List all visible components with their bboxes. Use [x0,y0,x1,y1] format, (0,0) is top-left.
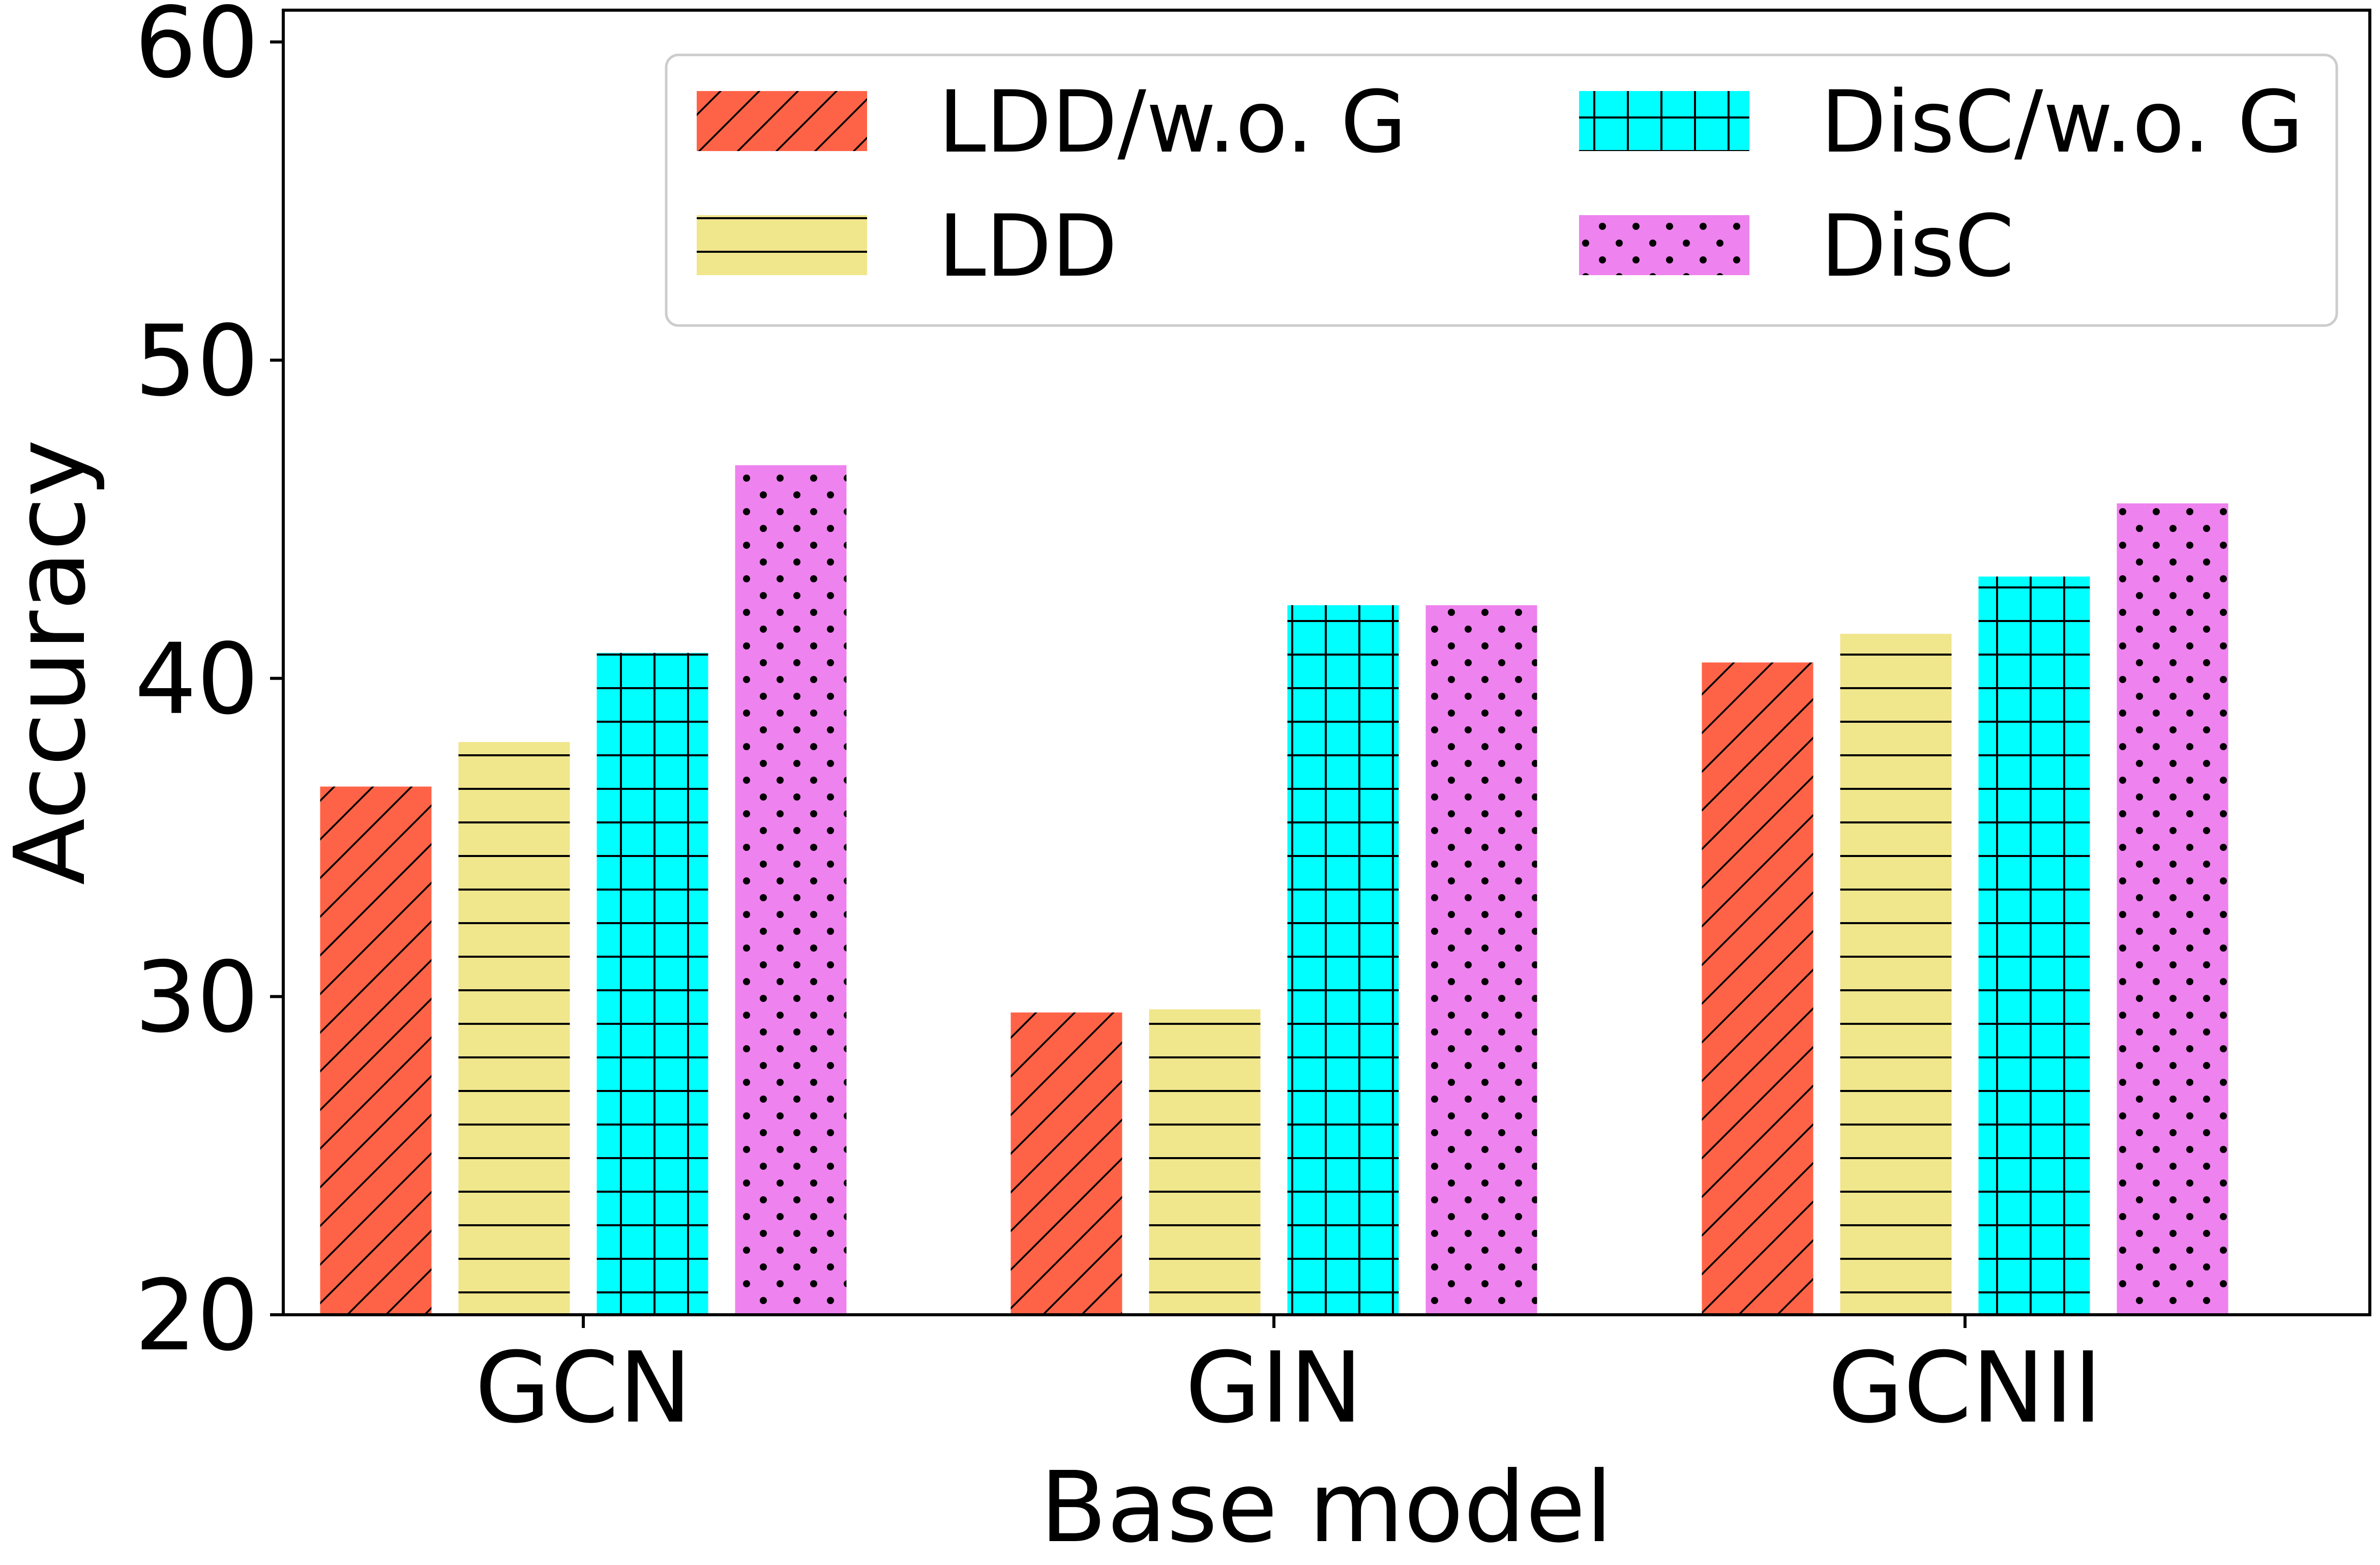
y-tick-label-50: 50 [135,305,259,418]
x-axis-title: Base model [1040,1451,1613,1564]
bar-ldd-w-o-g-gcn [320,786,432,1315]
legend-entry-ldd-w-o-g: LDD/w.o. G [697,72,1407,172]
x-tick-label-gcnii: GCNII [1828,1332,2102,1445]
legend-label-ldd-w-o-g: LDD/w.o. G [938,72,1407,172]
legend-swatch-ldd [697,215,867,275]
bar-disc-w-o-g-gcnii [1978,576,2090,1315]
bar-ldd-gcn [458,742,570,1315]
x-tick-label-gin: GIN [1185,1332,1362,1445]
y-axis: 20 30 40 50 60 [135,0,283,1373]
y-tick-label-20: 20 [135,1259,259,1373]
legend-entry-disc: DisC [1579,196,2014,296]
y-tick-label-30: 30 [135,941,259,1054]
legend-swatch-disc-w-o-g [1579,91,1749,151]
legend-entry-ldd: LDD [697,196,1117,296]
bar-ldd-w-o-g-gcnii [1702,662,1813,1315]
legend-label-ldd: LDD [938,196,1117,296]
legend-label-disc-w-o-g: DisC/w.o. G [1821,72,2304,172]
legend-frame [665,53,2338,327]
plot-frame [282,9,2371,1316]
legend: LDD/w.o. G LDD DisC/w.o. G DisC [665,53,2338,327]
bars-layer [320,465,2228,1315]
legend-swatch-ldd-w-o-g [697,91,867,151]
legend-entry-disc-w-o-g: DisC/w.o. G [1579,72,2304,172]
bar-ldd-w-o-g-gin [1010,1012,1122,1315]
bar-disc-w-o-g-gin [1287,605,1399,1315]
legend-swatch-disc [1579,215,1749,275]
x-axis: GCN GIN GCNII [475,1315,2102,1445]
bar-disc-gcn [735,465,847,1315]
y-axis-title: Accuracy [0,439,107,885]
y-tick-label-40: 40 [135,623,259,736]
y-tick-label-60: 60 [135,0,259,100]
bar-disc-w-o-g-gcn [597,653,708,1315]
bar-disc-gin [1425,605,1537,1315]
legend-label-disc: DisC [1821,196,2014,296]
bar-ldd-gin [1149,1009,1261,1315]
x-tick-label-gcn: GCN [475,1332,692,1445]
bar-ldd-gcnii [1840,634,1952,1315]
bar-disc-gcnii [2117,503,2228,1315]
